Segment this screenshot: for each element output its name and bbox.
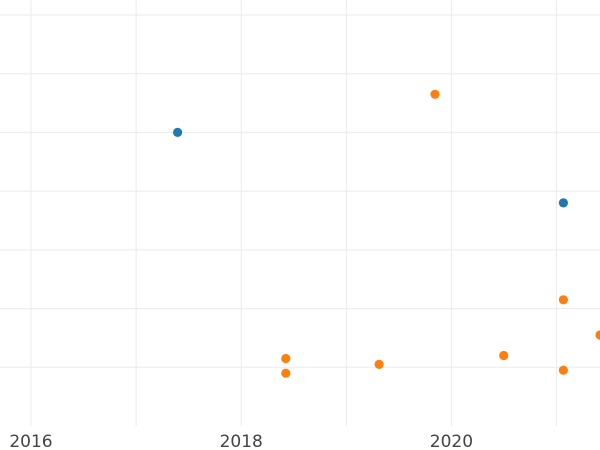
grid bbox=[0, 0, 600, 426]
data-point bbox=[430, 89, 440, 99]
x-tick-label: 2020 bbox=[430, 432, 473, 450]
data-point bbox=[595, 330, 600, 340]
data-point bbox=[499, 350, 509, 361]
x-axis-ticks: 201620182020202220242026 bbox=[9, 432, 473, 450]
data-point bbox=[374, 359, 384, 369]
data-point bbox=[558, 365, 569, 375]
data-point bbox=[558, 198, 569, 208]
data-point bbox=[281, 353, 291, 364]
data-points bbox=[173, 89, 600, 378]
data-point bbox=[558, 295, 569, 305]
x-tick-label: 2016 bbox=[9, 432, 52, 450]
data-point bbox=[281, 368, 291, 378]
data-point bbox=[173, 127, 183, 137]
x-tick-label: 2018 bbox=[220, 432, 263, 450]
